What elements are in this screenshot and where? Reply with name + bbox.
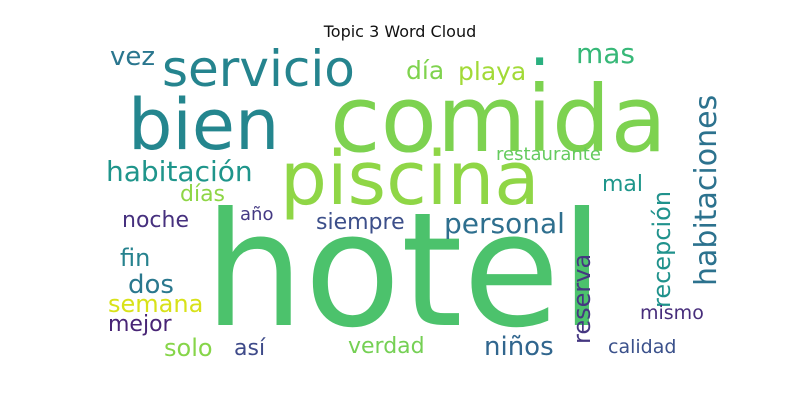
word-mas: mas — [576, 37, 636, 70]
word-mismo: mismo — [640, 302, 704, 324]
word-dias: días — [180, 182, 226, 207]
word-restaurante: restaurante — [496, 144, 601, 165]
word-dos: dos — [128, 270, 174, 300]
word-comida: comida — [330, 66, 667, 173]
word-calidad: calidad — [608, 336, 677, 358]
word-recepcion: recepción — [648, 190, 676, 308]
word-ninos: niños — [484, 332, 554, 362]
word-piscina: piscina — [280, 136, 540, 222]
word-playa: playa — [458, 57, 527, 86]
word-personal: personal — [444, 207, 565, 240]
word-servicio: servicio — [162, 40, 355, 98]
word-asi: así — [234, 336, 266, 361]
word-siempre: siempre — [316, 210, 405, 235]
word-dia: día — [406, 56, 445, 85]
word-bien: bien — [128, 84, 280, 166]
word-reserva: reserva — [568, 253, 596, 344]
word-fin: fin — [120, 244, 151, 272]
word-mal: mal — [602, 172, 644, 197]
word-ano: año — [240, 204, 274, 225]
word-mejor: mejor — [108, 312, 172, 337]
word-solo: solo — [164, 334, 213, 362]
word-verdad: verdad — [348, 334, 425, 359]
word-noche: noche — [122, 208, 189, 233]
word-vez: vez — [110, 42, 156, 72]
word-dot: · — [532, 39, 548, 85]
word-cloud: hotel comida piscina bien servicio habit… — [100, 39, 724, 363]
word-habitacion: habitación — [106, 155, 253, 188]
word-habitaciones: habitaciones — [689, 94, 724, 286]
word-hotel: hotel — [204, 179, 604, 363]
word-semana: semana — [108, 290, 204, 318]
figure-title: Topic 3 Word Cloud — [323, 22, 477, 41]
